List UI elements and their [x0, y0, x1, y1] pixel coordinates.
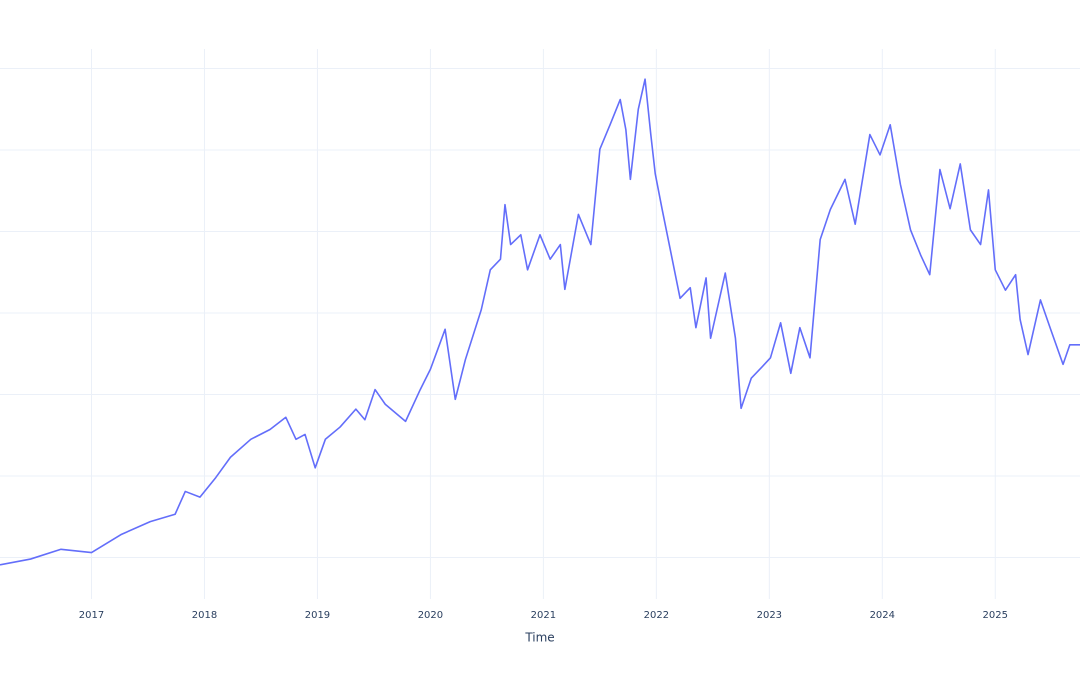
- x-tick-label: 2017: [79, 610, 104, 621]
- x-tick-label: 2021: [531, 610, 556, 621]
- x-tick-label: 2019: [305, 610, 330, 621]
- x-tick-label: 2025: [983, 610, 1008, 621]
- x-axis-title: Time: [524, 631, 554, 645]
- x-tick-label: 2023: [757, 610, 782, 621]
- grid: [0, 49, 1080, 599]
- x-tick-label: 2022: [644, 610, 669, 621]
- x-tick-label: 2024: [870, 610, 895, 621]
- x-tick-label: 2018: [192, 610, 217, 621]
- data-line: [0, 78, 1080, 566]
- x-tick-label: 2020: [418, 610, 443, 621]
